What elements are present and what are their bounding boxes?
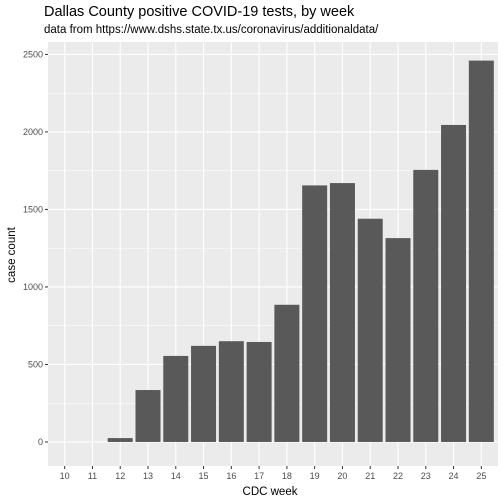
y-tick-label: 2000: [23, 127, 43, 137]
bar-week-18: [274, 305, 299, 442]
x-tick-label: 12: [115, 471, 125, 481]
y-tick-label: 0: [38, 437, 43, 447]
bar-week-19: [302, 185, 327, 442]
x-tick-label: 22: [393, 471, 403, 481]
bar-week-12: [108, 438, 133, 442]
x-tick-label: 23: [421, 471, 431, 481]
x-tick-label: 10: [60, 471, 70, 481]
x-tick-label: 20: [337, 471, 347, 481]
bar-week-25: [469, 61, 494, 442]
x-tick-label: 13: [143, 471, 153, 481]
x-tick-label: 14: [171, 471, 181, 481]
y-tick-label: 2500: [23, 49, 43, 59]
x-tick-label: 16: [226, 471, 236, 481]
bar-week-15: [191, 346, 216, 442]
bar-week-17: [247, 342, 272, 442]
x-tick-label: 25: [476, 471, 486, 481]
x-tick-label: 18: [282, 471, 292, 481]
bar-week-13: [136, 390, 161, 442]
bar-week-24: [441, 125, 466, 442]
x-tick-label: 19: [310, 471, 320, 481]
x-tick-label: 24: [449, 471, 459, 481]
bar-week-23: [413, 170, 438, 442]
y-tick-label: 1500: [23, 204, 43, 214]
x-tick-label: 17: [254, 471, 264, 481]
x-tick-label: 21: [365, 471, 375, 481]
x-tick-label: 11: [88, 471, 97, 481]
bar-week-21: [358, 219, 383, 442]
bar-week-20: [330, 183, 355, 442]
y-tick-label: 1000: [23, 282, 43, 292]
bar-week-16: [219, 341, 244, 442]
bar-week-22: [386, 238, 411, 442]
x-tick-label: 15: [199, 471, 209, 481]
y-tick-label: 500: [28, 359, 43, 369]
bar-week-14: [163, 356, 188, 442]
